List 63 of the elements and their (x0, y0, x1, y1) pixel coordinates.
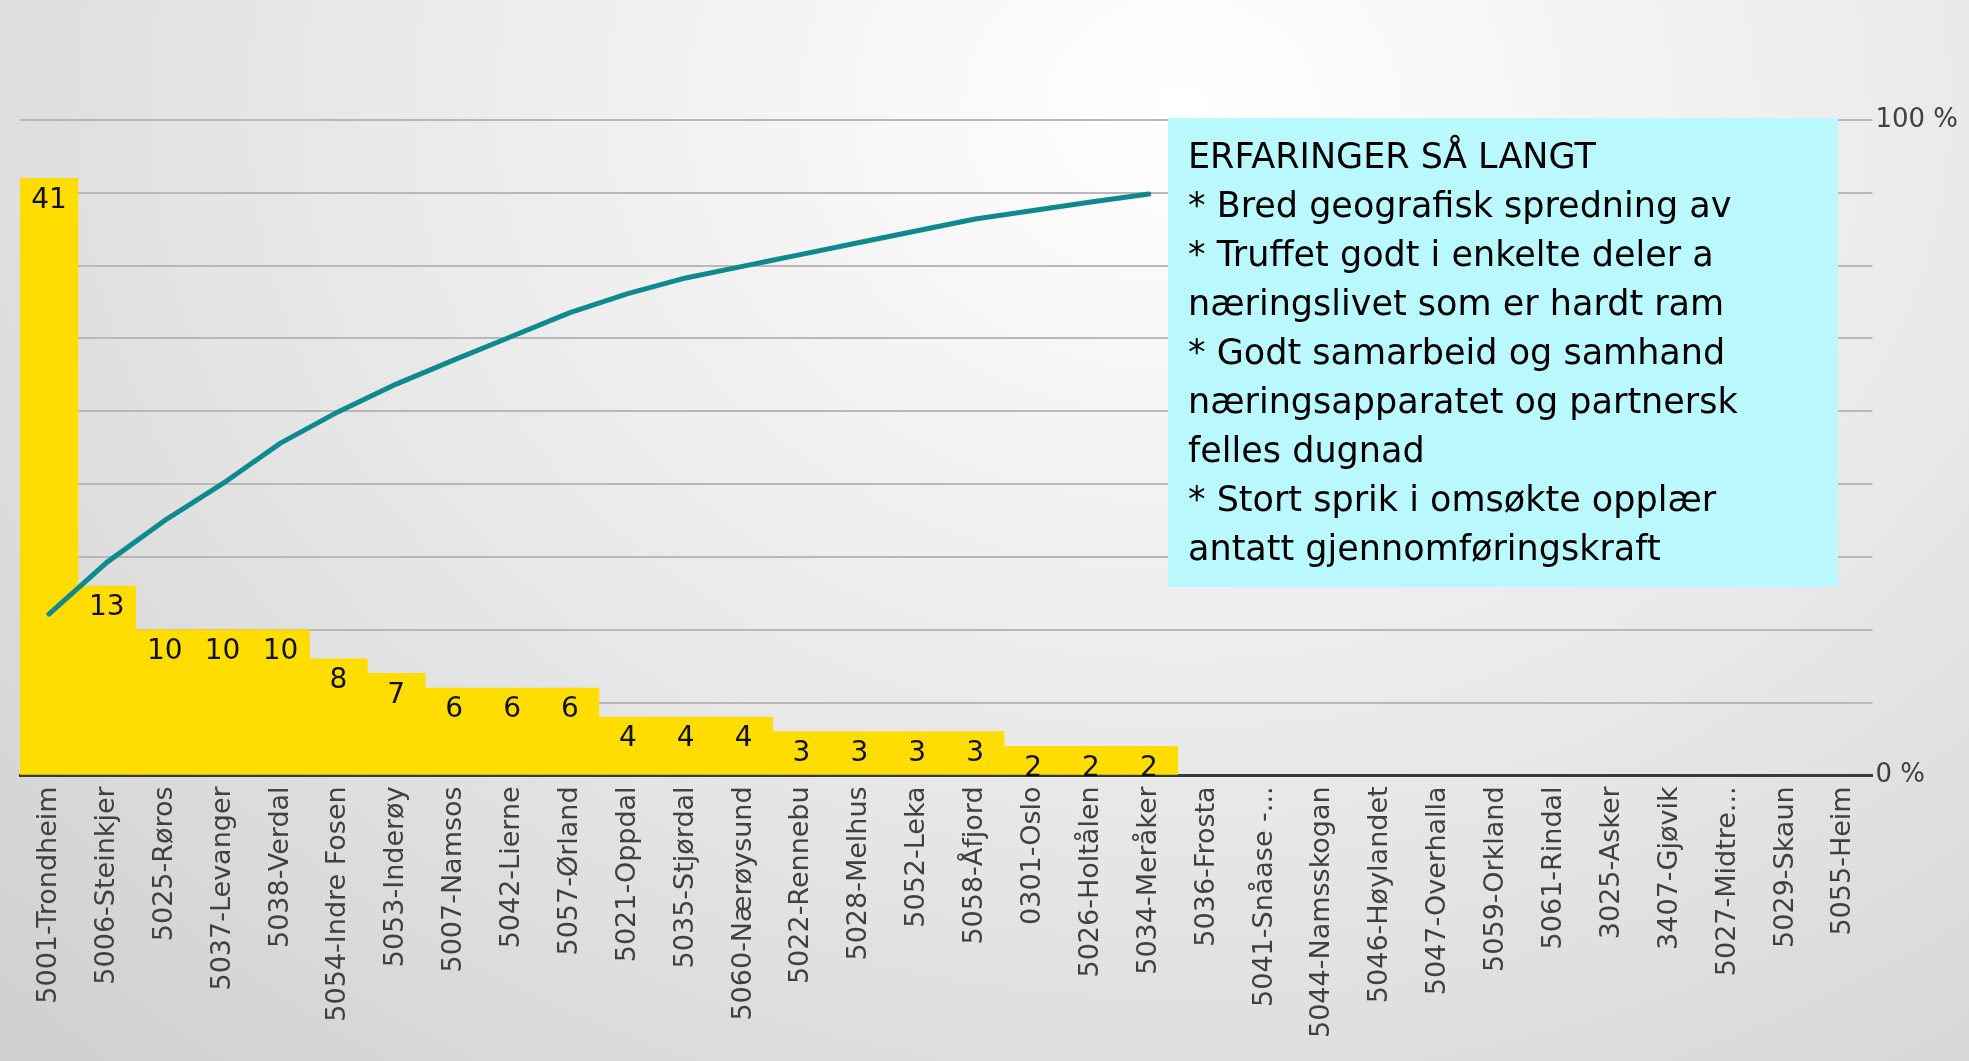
x-tick-label: 5007-Namsos (436, 786, 468, 973)
data-label: 3 (850, 734, 869, 768)
data-label: 2 (1139, 749, 1158, 783)
data-label: 6 (503, 691, 521, 725)
x-tick-label: 5001-Trondheim (30, 786, 62, 1004)
x-tick-label: 5036-Frosta (1188, 786, 1220, 947)
data-label: 4 (676, 720, 695, 754)
x-tick-label: 5044-Namsskogan (1304, 786, 1336, 1038)
annotation: antatt gjennomføringskraft (1188, 527, 1662, 570)
data-label: 3 (966, 734, 985, 768)
annotation: næringslivet som er hardt ram (1188, 282, 1726, 325)
annotation: felles dugnad (1188, 429, 1426, 472)
x-tick-label: 5006-Steinkjer (88, 785, 120, 985)
x-tick-label: 5057-Ørland (551, 786, 583, 956)
annotation: * Stort sprik i omsøkte opplær (1188, 478, 1718, 521)
x-tick-label: 5028-Melhus (841, 786, 873, 961)
x-tick-label: 5029-Skaun (1767, 786, 1799, 948)
data-label: 3 (792, 734, 811, 768)
y2-tick-label: 0 % (1875, 758, 1925, 789)
x-tick-label: 5034-Meråker (1130, 785, 1162, 975)
data-label: 4 (618, 720, 637, 754)
annotation: næringsapparatet og partnersk (1188, 380, 1739, 423)
x-tick-label: 5054-Indre Fosen (320, 786, 352, 1022)
data-label: 2 (1082, 749, 1100, 783)
x-tick-label: 5058-Åfjord (957, 786, 989, 945)
x-tick-label: 5021-Oppdal (609, 786, 641, 963)
data-label: 41 (31, 181, 67, 215)
x-tick-label: 5035-Stjørdal (667, 786, 699, 969)
x-tick-label: 5022-Rennebu (783, 786, 815, 985)
x-tick-label: 5055-Heim (1825, 786, 1857, 936)
x-tick-label: 5027-Midtre... (1709, 786, 1741, 977)
data-label: 13 (89, 589, 125, 623)
x-tick-label: 5053-Inderøy (378, 786, 410, 968)
data-label: 4 (734, 720, 753, 754)
x-tick-label: 5060-Nærøysund (725, 786, 757, 1021)
x-tick-label: 5026-Holtålen (1072, 786, 1104, 978)
x-tick-label: 5037-Levanger (204, 785, 236, 991)
x-tick-label: 5047-Overhalla (1420, 786, 1452, 996)
x-tick-label: 5059-Orkland (1478, 786, 1510, 972)
x-tick-label: 5025-Røros (146, 786, 178, 942)
x-tick-label: 5046-Høylandet (1362, 786, 1394, 1004)
data-label: 10 (146, 633, 183, 667)
annotation: ERFARINGER SÅ LANGT (1188, 133, 1597, 178)
annotation: * Godt samarbeid og samhand (1188, 331, 1727, 374)
x-tick-label: 5042-Lierne (494, 786, 526, 949)
x-tick-label: 3407-Gjøvik (1651, 786, 1683, 950)
data-label: 6 (445, 691, 464, 725)
data-label: 3 (908, 734, 927, 768)
data-label: 8 (329, 662, 348, 696)
data-label: 7 (387, 676, 406, 710)
x-tick-label: 5038-Verdal (262, 786, 294, 949)
x-tick-label: 5041-Snåase -... (1246, 786, 1278, 1007)
x-tick-label: 5052-Leka (899, 786, 931, 928)
x-tick-label: 5061-Rindal (1536, 786, 1568, 950)
x-tick-label: 0301-Oslo (1015, 786, 1047, 925)
y2-tick-label: 100 % (1875, 102, 1959, 133)
data-label: 10 (204, 633, 241, 667)
annotation: * Bred geografisk spredning av (1188, 184, 1733, 227)
data-label: 10 (262, 633, 299, 667)
annotation: * Truffet godt i enkelte deler a (1188, 233, 1715, 276)
x-tick-label: 3025-Asker (1593, 785, 1625, 940)
data-label: 6 (561, 691, 579, 725)
data-label: 2 (1024, 749, 1042, 783)
